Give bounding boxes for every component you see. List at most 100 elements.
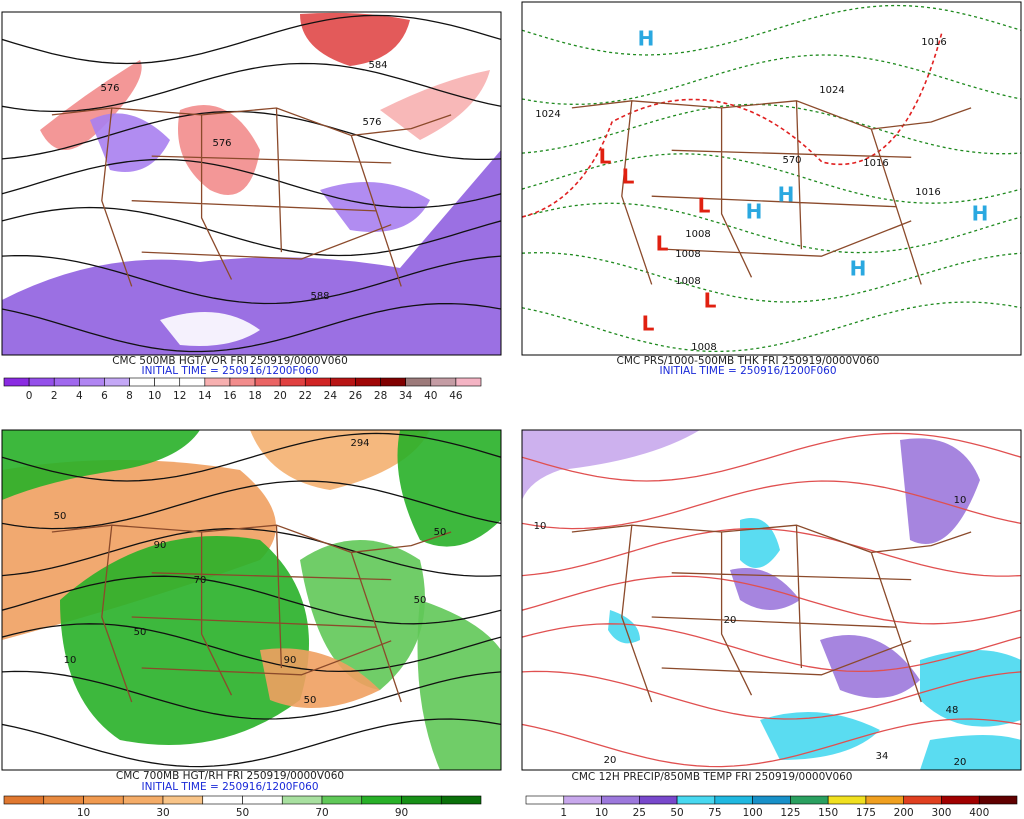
pressure-center: L [622,165,635,189]
map-borders [571,100,972,285]
contour-label: 90 [154,540,167,551]
contour-label: 570 [782,155,801,166]
contour-line [2,528,501,577]
map-shading [900,438,980,544]
colorbar-swatch [455,377,482,387]
colorbar-swatch [676,795,716,805]
contour-label: 1008 [685,229,710,240]
colorbar-label: 300 [931,807,951,819]
contour-label: 50 [414,595,427,606]
map-shading [380,70,490,140]
colorbar-swatch [154,377,181,387]
colorbar-swatch [827,795,867,805]
colorbar-label: 10 [595,807,608,819]
colorbar-swatch [204,377,231,387]
colorbar-swatch [122,795,164,805]
colorbar-swatch [242,795,283,805]
colorbar-label: 2 [51,390,58,402]
map-shading [820,635,920,698]
colorbar-swatch [104,377,130,387]
colorbar-label: 90 [395,807,408,819]
thickness-line [522,31,943,218]
contour-label: 588 [310,291,329,302]
pressure-center: L [642,312,655,336]
contour-label: 10 [64,655,77,666]
contour-label: 1016 [921,37,946,48]
contour-label: 70 [194,575,207,586]
map-shading [920,735,1021,770]
contour-label: 50 [134,627,147,638]
colorbar-swatch [279,377,306,387]
contour-line [522,432,1021,482]
contour-line [2,158,501,209]
contour-line [522,4,1021,56]
pressure-center: H [850,257,867,281]
colorbar-label: 10 [148,390,161,402]
map-shading [260,648,380,708]
colorbar-label: 4 [76,390,83,402]
colorbar-swatch [281,795,323,805]
contour-line [2,110,501,161]
map-shading [740,518,780,568]
colorbar-swatch [440,795,482,805]
panel-caption: CMC 12H PRECIP/850MB TEMP FRI 250919/000… [572,771,853,783]
contour-label: 34 [876,751,889,762]
colorbar-swatch [3,377,30,387]
map-shading [522,430,700,500]
colorbar-swatch [355,377,381,387]
colorbar-label: 0 [26,390,33,402]
contour-line [2,206,501,257]
contour-label: 50 [304,695,317,706]
colorbar-swatch [179,377,206,387]
contour-label: 576 [100,83,119,94]
panel-caption: CMC PRS/1000-500MB THK FRI 250919/0000V0… [617,355,880,367]
colorbar-label: 14 [198,390,212,402]
colorbar-swatch [361,795,402,805]
colorbar-label: 10 [77,807,90,819]
contour-label: 1016 [863,158,888,169]
map-borders [51,107,452,287]
colorbar-label: 16 [223,390,237,402]
map-borders [51,524,452,703]
contour-line [2,14,501,65]
colorbar-swatch [563,795,602,805]
colorbar-label: 75 [708,807,721,819]
contour-label: 50 [54,511,67,522]
pressure-center: L [704,289,717,313]
colorbar-swatch [162,795,204,805]
initial-time: INITIAL TIME = 250916/1200F060 [141,365,318,377]
pressure-center: H [638,27,655,51]
colorbar-label: 200 [894,807,914,819]
colorbar-swatch [3,795,45,805]
colorbar-label: 20 [273,390,286,402]
map-background [522,2,1021,355]
colorbar-swatch [405,377,432,387]
colorbar-label: 40 [424,390,437,402]
contour-label: 20 [724,615,737,626]
contour-label: 50 [434,527,447,538]
map-frame [521,1,1022,356]
map-shading [2,150,501,355]
map-frame [521,429,1022,771]
map-frame [1,429,502,771]
colorbar-label: 400 [969,807,989,819]
colorbar-swatch [321,795,363,805]
colorbar-label: 34 [399,390,413,402]
map-panel [2,12,501,355]
colorbar-swatch [202,795,243,805]
colorbar-swatch [380,377,406,387]
initial-time: INITIAL TIME = 250916/1200F060 [141,781,318,793]
colorbar-swatch [401,795,442,805]
colorbar-label: 12 [173,390,186,402]
contour-line [522,301,1021,353]
colorbar-swatch [229,377,256,387]
map-frame [1,11,502,356]
contour-line [522,528,1021,577]
contour-line [2,718,501,768]
contour-label: 294 [350,438,369,449]
colorbar-label: 28 [374,390,387,402]
colorbar-label: 22 [299,390,312,402]
colorbar-swatch [714,795,753,805]
contour-line [2,432,501,482]
colorbar-swatch [53,377,80,387]
